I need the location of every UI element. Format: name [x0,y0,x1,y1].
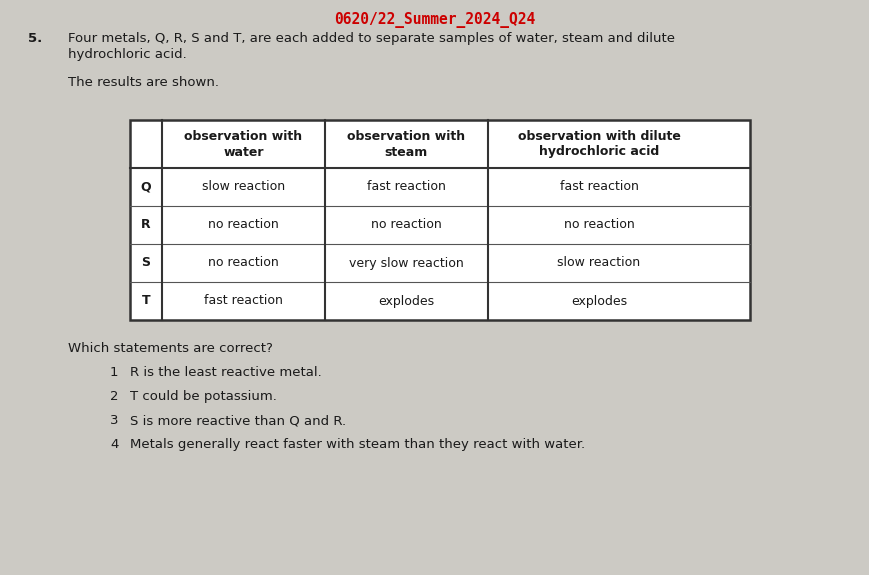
Text: Four metals, Q, R, S and T, are each added to separate samples of water, steam a: Four metals, Q, R, S and T, are each add… [68,32,674,45]
Text: very slow reaction: very slow reaction [348,256,463,270]
Text: 4: 4 [109,438,118,451]
Text: 3: 3 [109,414,118,427]
Text: observation with dilute
hydrochloric acid: observation with dilute hydrochloric aci… [517,129,680,159]
Text: T: T [142,294,150,308]
Text: observation with
water: observation with water [184,129,302,159]
Text: explodes: explodes [570,294,627,308]
Text: no reaction: no reaction [208,218,279,232]
Text: 2: 2 [109,390,118,403]
Text: S: S [142,256,150,270]
Text: no reaction: no reaction [563,218,634,232]
Text: R: R [141,218,150,232]
Text: observation with
steam: observation with steam [347,129,465,159]
Text: 0620/22_Summer_2024_Q24: 0620/22_Summer_2024_Q24 [334,12,535,28]
Text: no reaction: no reaction [371,218,441,232]
Text: fast reaction: fast reaction [559,181,638,194]
Text: slow reaction: slow reaction [557,256,640,270]
Text: fast reaction: fast reaction [204,294,282,308]
Text: T could be potassium.: T could be potassium. [129,390,276,403]
Text: R is the least reactive metal.: R is the least reactive metal. [129,366,322,379]
Bar [129,120,749,320]
Text: slow reaction: slow reaction [202,181,285,194]
Text: Which statements are correct?: Which statements are correct? [68,342,273,355]
Text: 5.: 5. [28,32,43,45]
Text: explodes: explodes [378,294,434,308]
Text: The results are shown.: The results are shown. [68,76,219,89]
Text: Metals generally react faster with steam than they react with water.: Metals generally react faster with steam… [129,438,585,451]
Text: no reaction: no reaction [208,256,279,270]
Text: hydrochloric acid.: hydrochloric acid. [68,48,187,61]
Text: fast reaction: fast reaction [367,181,446,194]
Text: 1: 1 [109,366,118,379]
Text: S is more reactive than Q and R.: S is more reactive than Q and R. [129,414,346,427]
Text: Q: Q [141,181,151,194]
